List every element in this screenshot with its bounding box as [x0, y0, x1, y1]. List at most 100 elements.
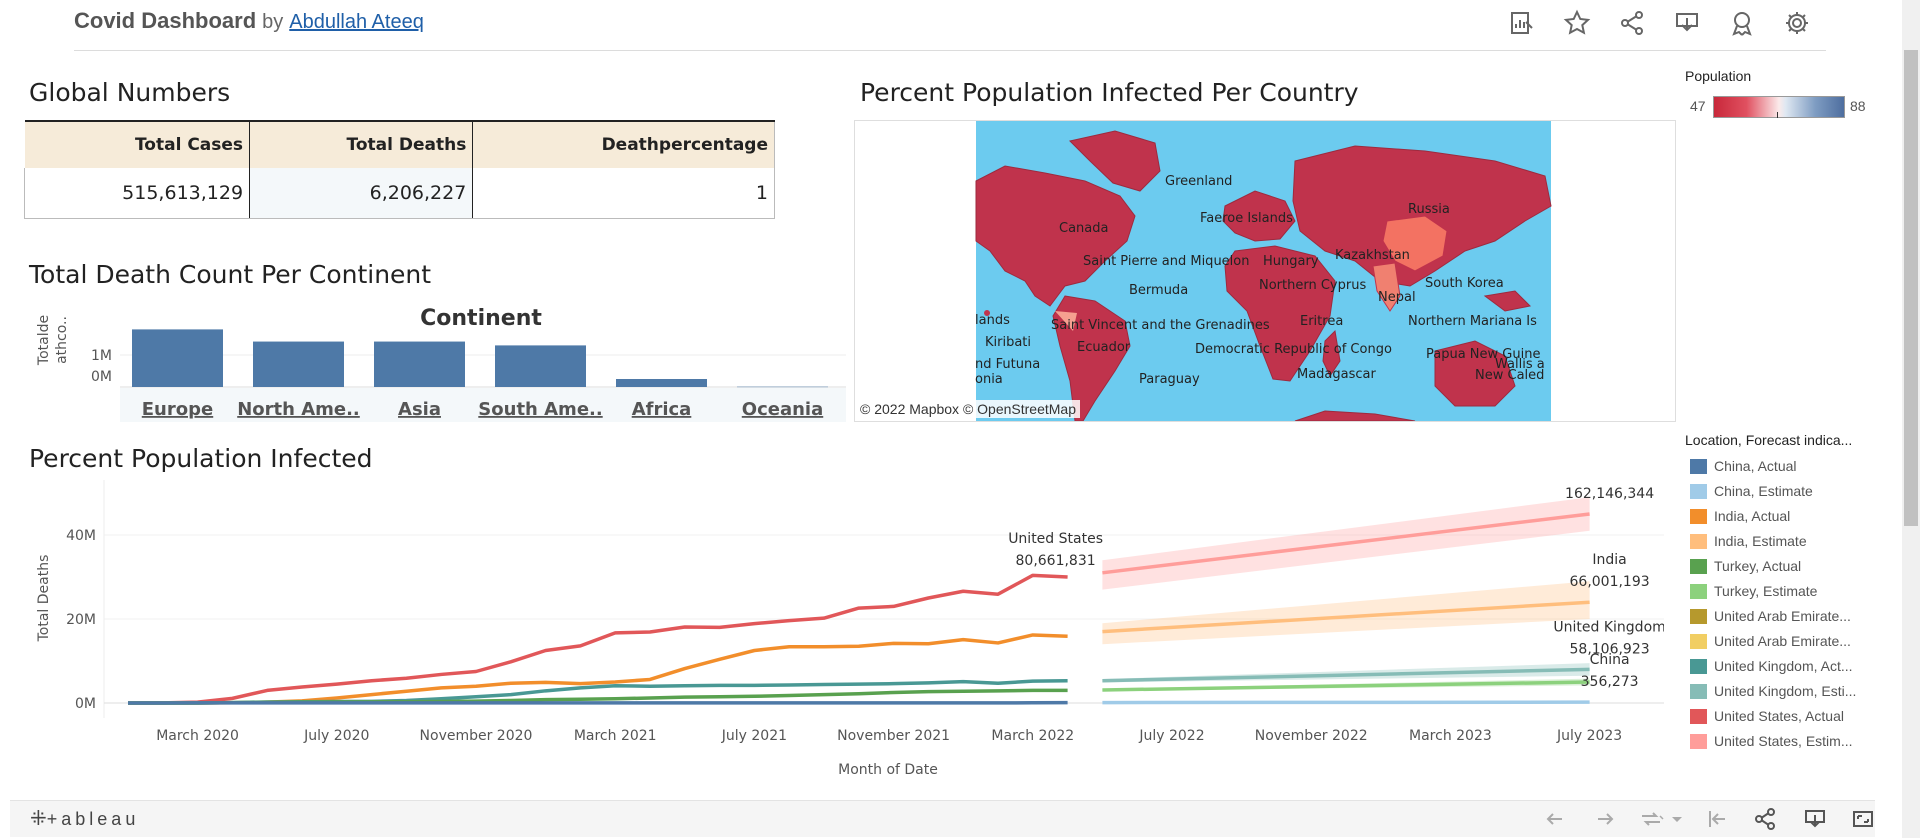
line-ylabel: Total Deaths: [36, 555, 52, 643]
bar-label[interactable]: Europe: [142, 399, 213, 420]
map-label-russia: Russia: [1408, 202, 1450, 217]
bar-label[interactable]: North Ame..: [237, 399, 360, 420]
legend-swatch: [1690, 509, 1707, 524]
map-label-new-caledonia: New Caled: [1475, 368, 1544, 383]
value-total-deaths[interactable]: 6,206,227: [249, 168, 474, 219]
legend-item[interactable]: United Arab Emirate...: [1690, 633, 1880, 653]
scrollbar-thumb[interactable]: [1904, 50, 1918, 526]
author-link[interactable]: Abdullah Ateeq: [289, 11, 424, 33]
category-axis-band: [120, 388, 846, 422]
osm-attribution[interactable]: © OpenStreetMap: [962, 401, 1076, 417]
legend-item[interactable]: United States, Estim...: [1690, 733, 1880, 753]
legend-item[interactable]: Turkey, Estimate: [1690, 583, 1880, 603]
population-color-ramp[interactable]: [1713, 96, 1845, 118]
map-label-madagascar: Madagascar: [1297, 367, 1377, 382]
end-label-value: 356,273: [1581, 674, 1639, 690]
legend-item[interactable]: United Kingdom, Esti...: [1690, 683, 1880, 703]
footer-share-icon[interactable]: [1752, 806, 1778, 832]
bar-africa[interactable]: [616, 379, 707, 387]
reset-icon[interactable]: [1704, 806, 1730, 832]
legend-label: China, Estimate: [1714, 483, 1813, 499]
end-label-value: 58,106,923: [1570, 641, 1650, 657]
pacific-island-dot: [984, 310, 990, 316]
legend-item[interactable]: India, Estimate: [1690, 533, 1880, 553]
legend-swatch: [1690, 459, 1707, 474]
bar-label[interactable]: Oceania: [742, 399, 823, 420]
fullscreen-icon[interactable]: [1850, 806, 1876, 832]
bar-north-ame[interactable]: [253, 341, 344, 387]
africa-landmass: [1224, 245, 1336, 382]
map-label-hungary: Hungary: [1263, 254, 1319, 269]
india-estimate-line[interactable]: [1102, 600, 1590, 634]
world-map-svg[interactable]: Greenland Faeroe Islands Russia Canada S…: [855, 121, 1675, 421]
india-estimate-confidence-band: [1102, 581, 1590, 645]
legend-swatch: [1690, 709, 1707, 724]
revert-dropdown-icon[interactable]: [1664, 806, 1690, 832]
legend-swatch: [1690, 484, 1707, 499]
legend-item[interactable]: United States, Actual: [1690, 708, 1880, 728]
end-label-value: 80,661,831: [1016, 553, 1096, 569]
map-label-faeroe-islands: Faeroe Islands: [1200, 211, 1293, 226]
legend-swatch: [1690, 559, 1707, 574]
bar-south-ame[interactable]: [495, 345, 586, 387]
download-icon[interactable]: [1672, 8, 1702, 38]
table-header-row: Total Cases Total Deaths Deathpercentage: [24, 120, 775, 168]
metrics-icon[interactable]: [1727, 8, 1757, 38]
bar-label[interactable]: Asia: [398, 399, 441, 420]
bar-oceania[interactable]: [737, 386, 828, 388]
map-label-wallis: Wallis a: [1495, 357, 1545, 372]
map-label-paraguay: Paraguay: [1139, 372, 1200, 387]
map-label-canada: Canada: [1059, 221, 1108, 236]
map-label-kiribati: Kiribati: [985, 335, 1031, 350]
line-xlabel: Month of Date: [838, 762, 938, 778]
header-total-deaths: Total Deaths: [249, 120, 474, 168]
united-kingdom-estimate-line[interactable]: [1102, 667, 1590, 683]
legend-item[interactable]: Turkey, Actual: [1690, 558, 1880, 578]
legend-item[interactable]: United Kingdom, Act...: [1690, 658, 1880, 678]
value-death-percentage[interactable]: 1: [472, 168, 775, 219]
legend-item[interactable]: United Arab Emirate...: [1690, 608, 1880, 628]
legend-item[interactable]: India, Actual: [1690, 508, 1880, 528]
settings-gear-icon[interactable]: [1782, 8, 1812, 38]
line-chart-title: Percent Population Infected: [29, 444, 373, 473]
bar-label[interactable]: Africa: [632, 399, 692, 420]
bar-label[interactable]: South Ame..: [478, 399, 602, 420]
share-icon[interactable]: [1617, 8, 1647, 38]
revert-icon[interactable]: [1638, 806, 1664, 832]
data-guide-icon[interactable]: [1506, 8, 1536, 38]
australia-landmass: [1434, 340, 1516, 407]
bar-asia[interactable]: [374, 341, 465, 387]
ecuador-region: [1055, 311, 1077, 331]
united-states-estimate-line[interactable]: [1102, 512, 1590, 575]
map-label-northern-mariana: Northern Mariana Is: [1408, 314, 1537, 329]
line-xtick: March 2023: [1409, 728, 1492, 744]
legend-item[interactable]: China, Estimate: [1690, 483, 1880, 503]
line-xtick: March 2020: [156, 728, 239, 744]
bar-europe[interactable]: [132, 329, 223, 387]
tableau-logo[interactable]: ⁜+ableau: [30, 806, 139, 831]
tableau-logo-text: +ableau: [46, 809, 140, 829]
united-states-actual-line[interactable]: [127, 573, 1068, 705]
undo-icon[interactable]: [1542, 806, 1568, 832]
choropleth-map[interactable]: Greenland Faeroe Islands Russia Canada S…: [854, 120, 1676, 422]
map-label-kazakhstan: Kazakhstan: [1335, 248, 1410, 263]
turkey-actual-line[interactable]: [128, 688, 1068, 705]
end-label-value: 66,001,193: [1570, 574, 1650, 590]
map-label-northern-cyprus: Northern Cyprus: [1259, 278, 1366, 293]
legend-label: Turkey, Actual: [1714, 558, 1802, 574]
end-label-name: China: [1590, 652, 1630, 668]
legend-label: India, Actual: [1714, 508, 1791, 524]
value-total-cases[interactable]: 515,613,129: [23, 168, 251, 219]
line-forecast-chart[interactable]: 0M 20M 40M Total Deaths Month of Date Marc…: [24, 480, 1664, 790]
legend-swatch: [1690, 609, 1707, 624]
turkey-estimate-line[interactable]: [1102, 680, 1590, 692]
favorite-star-icon[interactable]: [1562, 8, 1592, 38]
continent-bar-chart[interactable]: Continent Totalde athco.. 1M 0M Europe No…: [24, 290, 846, 422]
footer-download-icon[interactable]: [1802, 806, 1828, 832]
legend-label: United Arab Emirate...: [1714, 633, 1851, 649]
toolbar-footer: [10, 800, 1875, 837]
legend-item[interactable]: China, Actual: [1690, 458, 1880, 478]
mapbox-attribution[interactable]: © 2022 Mapbox: [860, 401, 960, 417]
redo-icon[interactable]: [1592, 806, 1618, 832]
map-title: Percent Population Infected Per Country: [860, 78, 1359, 107]
